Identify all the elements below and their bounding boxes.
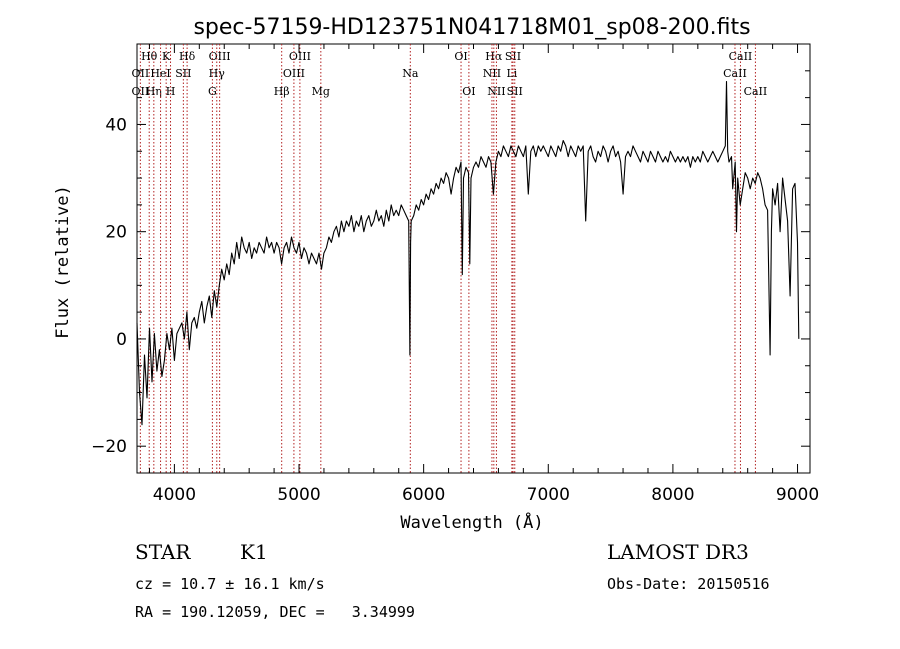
line-marker-label: Hβ [274,85,290,98]
line-marker-label: Hα [485,50,503,63]
line-marker-label: Hθ [141,50,158,63]
line-marker-label: Li [506,67,517,80]
spectrum-series [136,80,800,426]
line-marker-label: OIII [289,50,311,63]
x-tick-label: 8000 [651,485,694,505]
x-tick-label: 6000 [402,485,445,505]
line-marker-label: HeI [150,67,170,80]
line-marker-label: K [162,50,171,63]
line-marker-label: OIII [283,67,305,80]
x-tick-label: 4000 [153,485,196,505]
object-class: STAR [135,540,191,564]
line-marker-label: Na [402,67,419,80]
line-marker-label: OII [132,85,150,98]
line-marker-label: OI [454,50,467,63]
line-marker-label: SII [505,50,521,63]
x-tick-label: 5000 [277,485,320,505]
line-marker-label: OIII [209,50,231,63]
redshift-cz: cz = 10.7 ± 16.1 km/s [135,575,325,593]
line-marker-label: NII [483,67,501,80]
line-marker-label: CaII [723,67,747,80]
x-axis-label: Wavelength (Å) [400,511,543,533]
line-marker-label: CaII [729,50,753,63]
y-tick-label: 0 [116,330,127,350]
line-marker-label: SII [175,67,191,80]
line-marker-label: Mg [312,85,330,98]
y-tick-label: 20 [105,223,127,243]
line-marker-label: SII [507,85,523,98]
x-tick-label: 9000 [776,485,819,505]
line-marker-label: CaII [744,85,768,98]
spectrum-line [136,80,800,426]
observation-date: Obs-Date: 20150516 [607,575,770,593]
x-tick-label: 7000 [527,485,570,505]
chart-title: spec-57159-HD123751N041718M01_sp08-200.f… [193,15,750,40]
survey-name: LAMOST DR3 [607,540,749,564]
plot-frame [136,43,811,474]
line-marker-label: Hγ [209,67,226,80]
line-marker-label: H [166,85,176,98]
spectral-subclass: K1 [240,540,268,564]
line-marker-label: OI [462,85,475,98]
line-marker-label: NII [487,85,505,98]
axis-ticks: 4000 5000 6000 7000 8000 9000 −20 0 20 40 [91,44,819,505]
y-tick-label: 40 [105,115,127,135]
y-axis-label: Flux (relative) [53,185,73,339]
line-marker-label: Hη [146,85,162,98]
y-tick-label: −20 [91,437,127,457]
line-marker-label: G [208,85,217,98]
line-marker-label: Hδ [179,50,196,63]
line-marker-label: OII [132,67,150,80]
coordinates: RA = 190.12059, DEC = 3.34999 [135,603,415,621]
